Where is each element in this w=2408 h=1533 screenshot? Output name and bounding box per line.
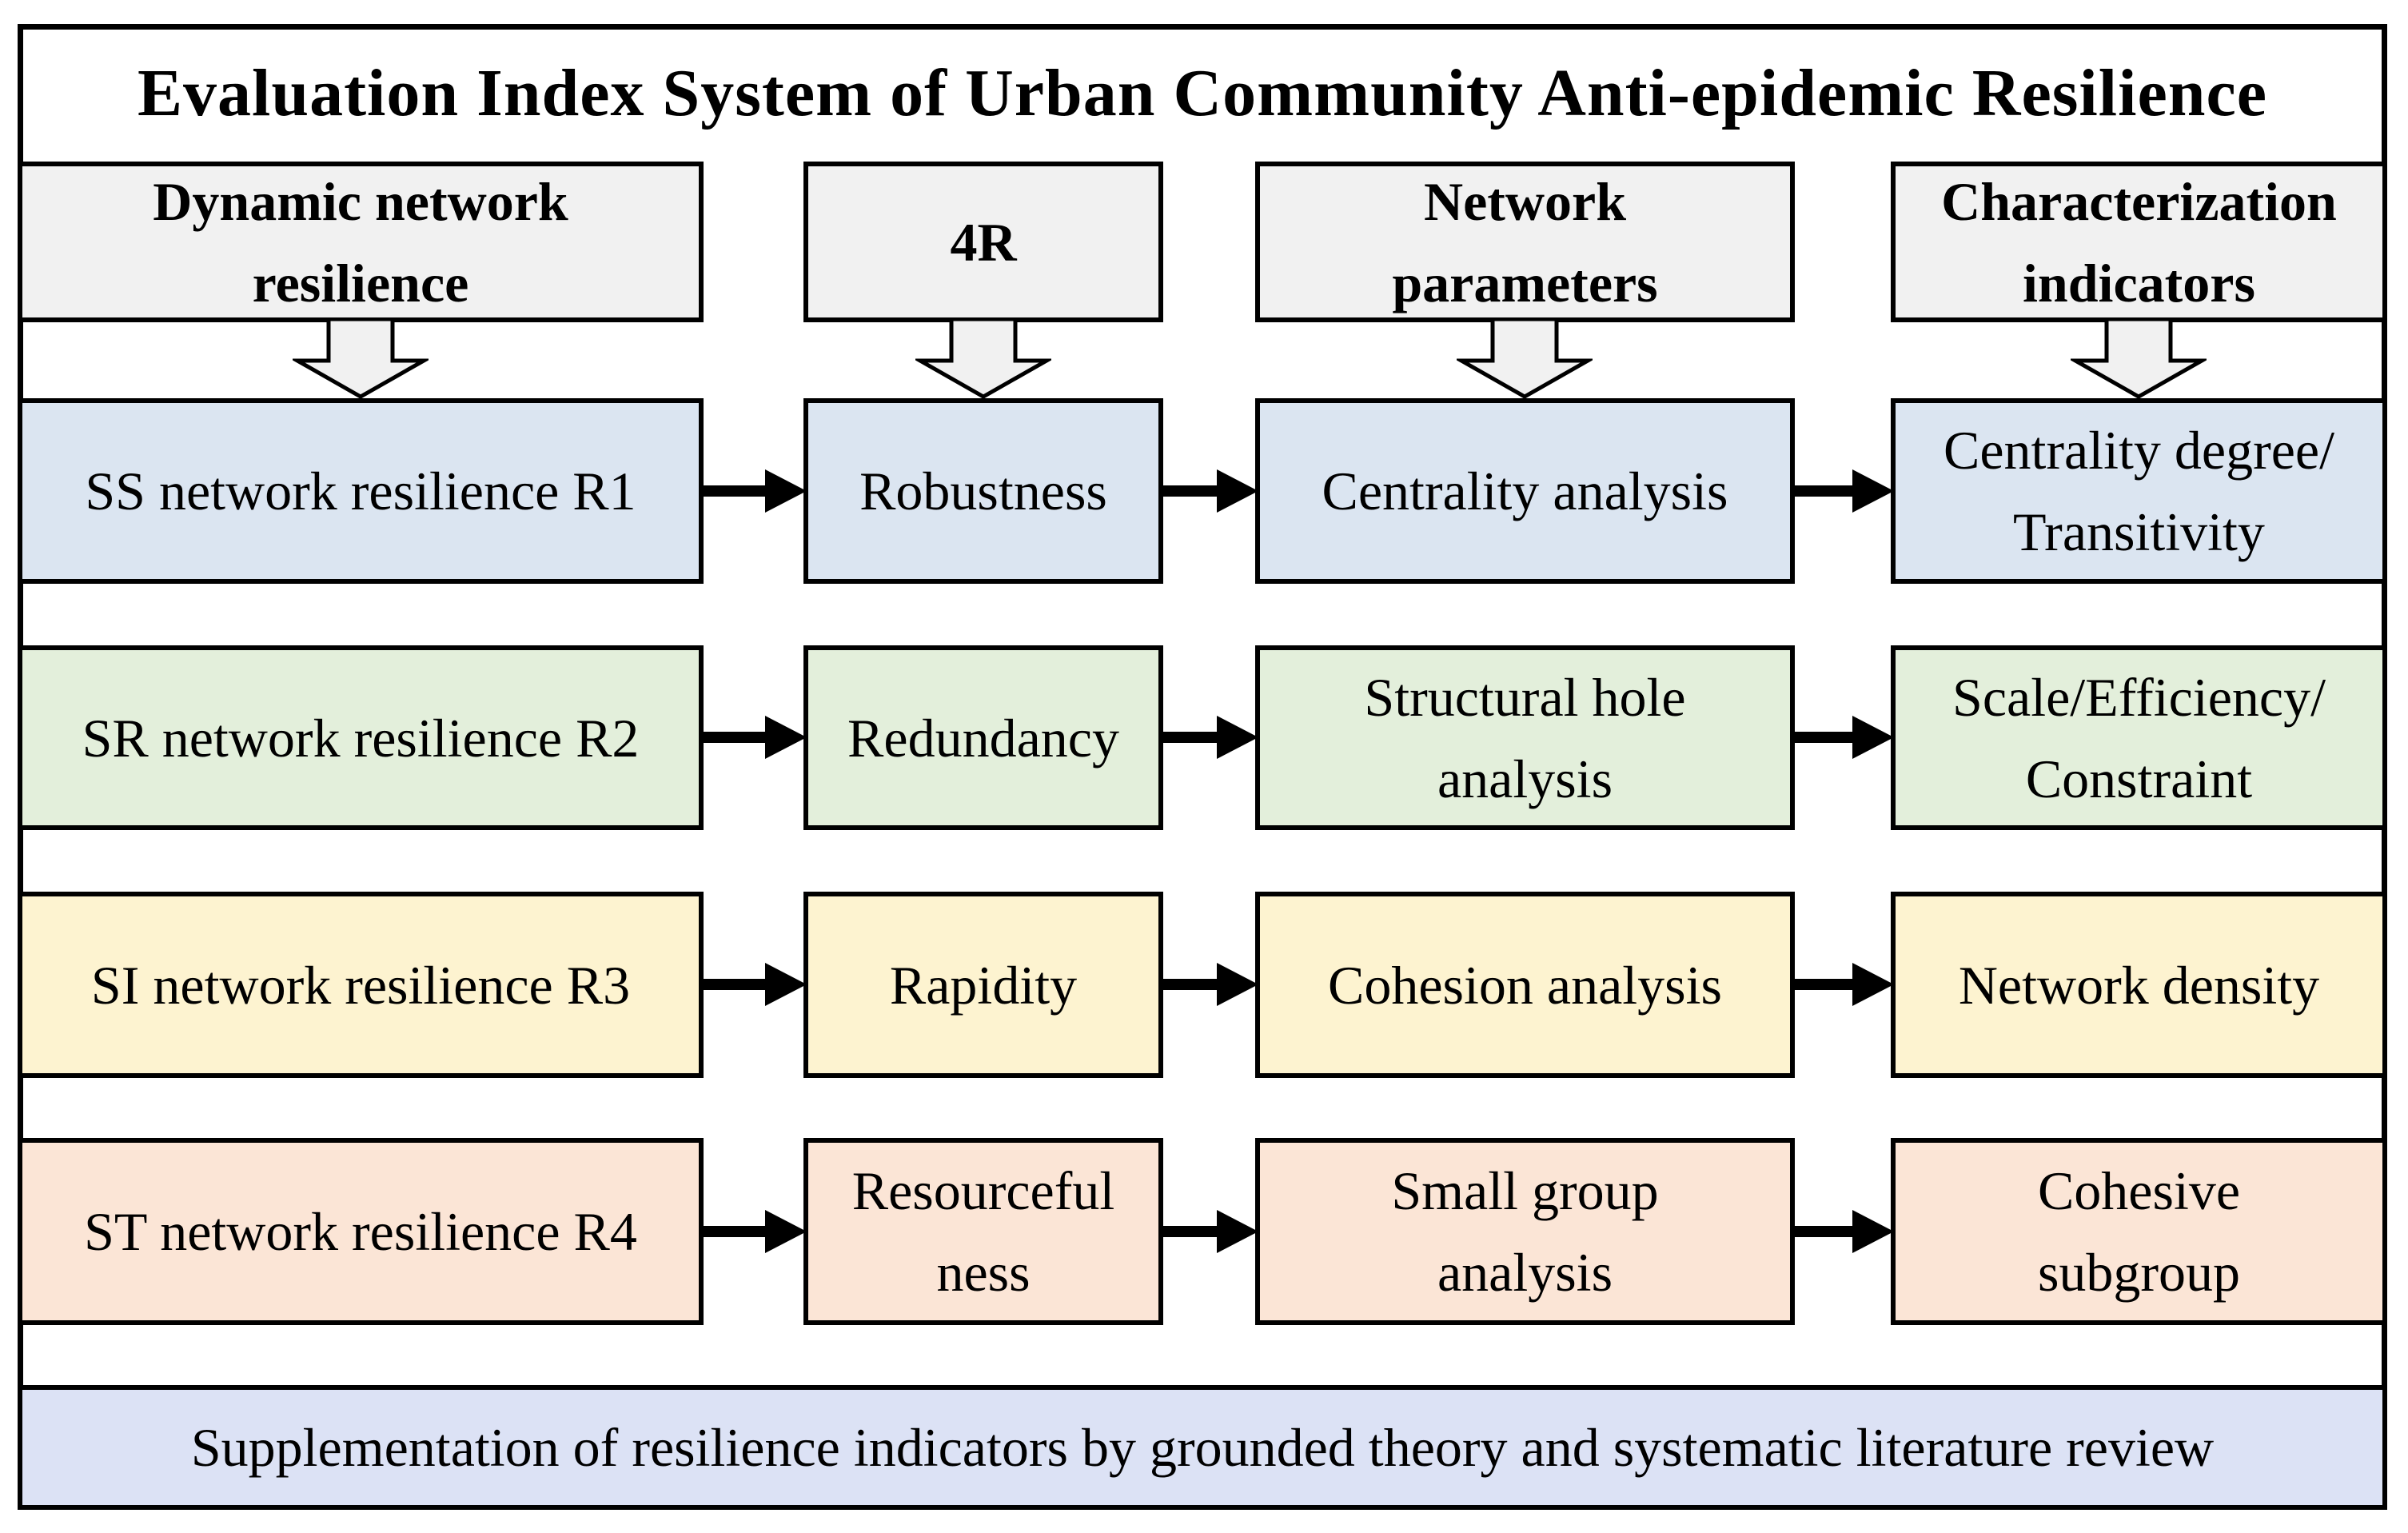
box-scale-efficiency-constraint: Scale/Efficiency/ Constraint xyxy=(1891,645,2387,830)
right-arrow-icon xyxy=(700,1210,807,1253)
box-sr-network-resilience-r2: SR network resilience R2 xyxy=(18,645,704,830)
box-cohesion-analysis: Cohesion analysis xyxy=(1255,892,1795,1078)
right-arrow-icon xyxy=(1160,716,1258,759)
footer-supplementation-note: Supplementation of resilience indicators… xyxy=(18,1385,2387,1510)
box-cohesive-subgroup: Cohesive subgroup xyxy=(1891,1138,2387,1325)
box-rapidity: Rapidity xyxy=(803,892,1163,1078)
box-centrality-degree-transitivity: Centrality degree/ Transitivity xyxy=(1891,398,2387,584)
box-redundancy: Redundancy xyxy=(803,645,1163,830)
right-arrow-icon xyxy=(1160,963,1258,1006)
right-arrow-icon xyxy=(700,963,807,1006)
box-st-network-resilience-r4: ST network resilience R4 xyxy=(18,1138,704,1325)
header-4r: 4R xyxy=(803,162,1163,322)
header-dynamic-network-resilience: Dynamic network resilience xyxy=(18,162,704,322)
diagram-title: Evaluation Index System of Urban Communi… xyxy=(137,55,2268,130)
right-arrow-icon xyxy=(700,716,807,759)
box-centrality-analysis: Centrality analysis xyxy=(1255,398,1795,584)
down-arrow-icon xyxy=(293,319,429,399)
right-arrow-icon xyxy=(1792,963,1894,1006)
box-resourcefulness: Resourceful ness xyxy=(803,1138,1163,1325)
header-characterization-indicators: Characterization indicators xyxy=(1891,162,2387,322)
box-network-density: Network density xyxy=(1891,892,2387,1078)
box-si-network-resilience-r3: SI network resilience R3 xyxy=(18,892,704,1078)
box-ss-network-resilience-r1: SS network resilience R1 xyxy=(18,398,704,584)
right-arrow-icon xyxy=(1160,469,1258,513)
box-structural-hole-analysis: Structural hole analysis xyxy=(1255,645,1795,830)
down-arrow-icon xyxy=(1457,319,1593,399)
box-robustness: Robustness xyxy=(803,398,1163,584)
right-arrow-icon xyxy=(1160,1210,1258,1253)
header-network-parameters: Network parameters xyxy=(1255,162,1795,322)
right-arrow-icon xyxy=(1792,469,1894,513)
right-arrow-icon xyxy=(1792,1210,1894,1253)
down-arrow-icon xyxy=(915,319,1051,399)
right-arrow-icon xyxy=(1792,716,1894,759)
box-small-group-analysis: Small group analysis xyxy=(1255,1138,1795,1325)
down-arrow-icon xyxy=(2071,319,2207,399)
right-arrow-icon xyxy=(700,469,807,513)
